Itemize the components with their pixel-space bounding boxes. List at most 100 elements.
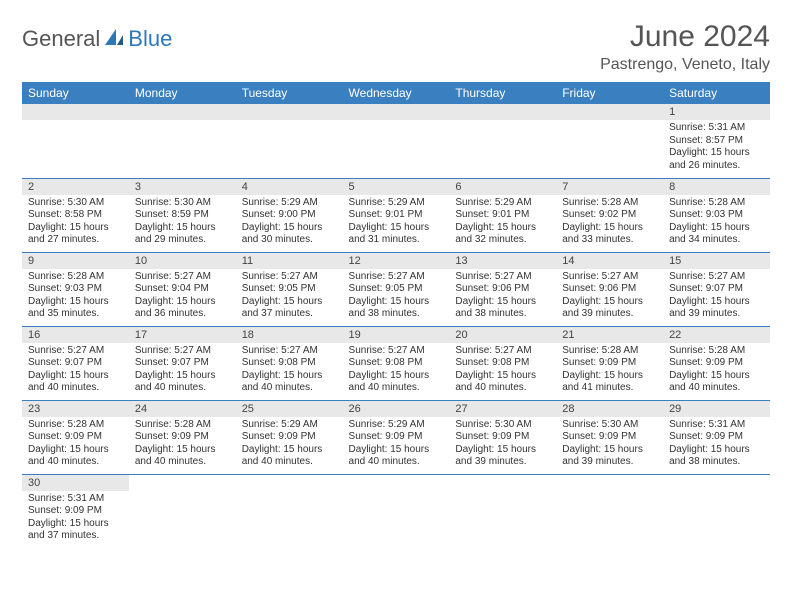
daylight-line: Daylight: 15 hours and 29 minutes. — [135, 222, 230, 247]
sunrise-line: Sunrise: 5:28 AM — [562, 345, 657, 358]
calendar-day-cell — [343, 104, 450, 178]
calendar-week-row: 1 Sunrise: 5:31 AMSunset: 8:57 PMDaylight… — [22, 104, 770, 178]
daylight-line: Daylight: 15 hours and 38 minutes. — [349, 296, 444, 321]
day-number: 18 — [236, 327, 343, 343]
month-title: June 2024 — [600, 20, 770, 54]
daylight-line: Daylight: 15 hours and 40 minutes. — [349, 444, 444, 469]
calendar-day-cell: 24Sunrise: 5:28 AMSunset: 9:09 PMDayligh… — [129, 400, 236, 474]
calendar-day-cell: 11Sunrise: 5:27 AMSunset: 9:05 PMDayligh… — [236, 252, 343, 326]
sunset-line: Sunset: 9:09 PM — [242, 431, 337, 444]
calendar-week-row: 16Sunrise: 5:27 AMSunset: 9:07 PMDayligh… — [22, 326, 770, 400]
title-block: June 2024 Pastrengo, Veneto, Italy — [600, 20, 770, 74]
sunset-line: Sunset: 9:09 PM — [28, 505, 123, 518]
sunset-line: Sunset: 9:03 PM — [669, 209, 764, 222]
day-number: 17 — [129, 327, 236, 343]
sunrise-line: Sunrise: 5:31 AM — [669, 122, 764, 135]
sunrise-line: Sunrise: 5:31 AM — [669, 419, 764, 432]
day-number: 12 — [343, 253, 450, 269]
day-number: 11 — [236, 253, 343, 269]
day-number: 26 — [343, 401, 450, 417]
day-number: 13 — [449, 253, 556, 269]
sunrise-line: Sunrise: 5:28 AM — [669, 197, 764, 210]
sunset-line: Sunset: 9:08 PM — [349, 357, 444, 370]
day-details: Sunrise: 5:27 AMSunset: 9:07 PMDaylight:… — [22, 343, 129, 399]
day-details: Sunrise: 5:27 AMSunset: 9:08 PMDaylight:… — [236, 343, 343, 399]
sunset-line: Sunset: 9:01 PM — [349, 209, 444, 222]
sunset-line: Sunset: 9:02 PM — [562, 209, 657, 222]
sunset-line: Sunset: 9:09 PM — [349, 431, 444, 444]
day-details: Sunrise: 5:27 AMSunset: 9:08 PMDaylight:… — [449, 343, 556, 399]
day-number: 30 — [22, 475, 129, 491]
daylight-line: Daylight: 15 hours and 26 minutes. — [669, 147, 764, 172]
sunrise-line: Sunrise: 5:28 AM — [28, 271, 123, 284]
day-details: Sunrise: 5:27 AMSunset: 9:07 PMDaylight:… — [129, 343, 236, 399]
calendar-day-cell: 7Sunrise: 5:28 AMSunset: 9:02 PMDaylight… — [556, 178, 663, 252]
sunset-line: Sunset: 9:08 PM — [455, 357, 550, 370]
daylight-line: Daylight: 15 hours and 40 minutes. — [669, 370, 764, 395]
weekday-header: Tuesday — [236, 82, 343, 104]
calendar-day-cell: 5Sunrise: 5:29 AMSunset: 9:01 PMDaylight… — [343, 178, 450, 252]
sunrise-line: Sunrise: 5:28 AM — [669, 345, 764, 358]
day-details: Sunrise: 5:31 AMSunset: 9:09 PMDaylight:… — [22, 491, 129, 547]
empty-day-num — [343, 104, 450, 120]
sunset-line: Sunset: 9:07 PM — [135, 357, 230, 370]
sunrise-line: Sunrise: 5:27 AM — [242, 271, 337, 284]
day-details: Sunrise: 5:28 AMSunset: 9:09 PMDaylight:… — [129, 417, 236, 473]
sunset-line: Sunset: 9:03 PM — [28, 283, 123, 296]
sunset-line: Sunset: 9:08 PM — [242, 357, 337, 370]
calendar-day-cell: 16Sunrise: 5:27 AMSunset: 9:07 PMDayligh… — [22, 326, 129, 400]
weekday-header: Thursday — [449, 82, 556, 104]
calendar-day-cell — [129, 474, 236, 548]
daylight-line: Daylight: 15 hours and 36 minutes. — [135, 296, 230, 321]
daylight-line: Daylight: 15 hours and 35 minutes. — [28, 296, 123, 321]
sunset-line: Sunset: 9:04 PM — [135, 283, 230, 296]
sunset-line: Sunset: 9:09 PM — [28, 431, 123, 444]
day-number: 1 — [663, 104, 770, 120]
logo: General Blue — [22, 26, 172, 52]
calendar-week-row: 23Sunrise: 5:28 AMSunset: 9:09 PMDayligh… — [22, 400, 770, 474]
day-number: 3 — [129, 179, 236, 195]
day-number: 25 — [236, 401, 343, 417]
weekday-header: Friday — [556, 82, 663, 104]
sunset-line: Sunset: 9:07 PM — [669, 283, 764, 296]
day-details: Sunrise: 5:27 AMSunset: 9:06 PMDaylight:… — [449, 269, 556, 325]
daylight-line: Daylight: 15 hours and 40 minutes. — [28, 370, 123, 395]
day-number: 22 — [663, 327, 770, 343]
calendar-day-cell: 2Sunrise: 5:30 AMSunset: 8:58 PMDaylight… — [22, 178, 129, 252]
calendar-day-cell: 18Sunrise: 5:27 AMSunset: 9:08 PMDayligh… — [236, 326, 343, 400]
day-details: Sunrise: 5:28 AMSunset: 9:09 PMDaylight:… — [663, 343, 770, 399]
sunrise-line: Sunrise: 5:27 AM — [455, 271, 550, 284]
day-number: 21 — [556, 327, 663, 343]
sunset-line: Sunset: 9:09 PM — [669, 431, 764, 444]
sunset-line: Sunset: 8:57 PM — [669, 135, 764, 148]
sunrise-line: Sunrise: 5:29 AM — [349, 419, 444, 432]
calendar-day-cell: 20Sunrise: 5:27 AMSunset: 9:08 PMDayligh… — [449, 326, 556, 400]
daylight-line: Daylight: 15 hours and 40 minutes. — [135, 370, 230, 395]
calendar-day-cell — [236, 104, 343, 178]
calendar-day-cell: 21Sunrise: 5:28 AMSunset: 9:09 PMDayligh… — [556, 326, 663, 400]
calendar-day-cell: 13Sunrise: 5:27 AMSunset: 9:06 PMDayligh… — [449, 252, 556, 326]
sunrise-line: Sunrise: 5:27 AM — [349, 345, 444, 358]
sunrise-line: Sunrise: 5:30 AM — [28, 197, 123, 210]
logo-text-blue: Blue — [128, 26, 172, 52]
calendar-day-cell: 30Sunrise: 5:31 AMSunset: 9:09 PMDayligh… — [22, 474, 129, 548]
day-details: Sunrise: 5:29 AMSunset: 9:01 PMDaylight:… — [449, 195, 556, 251]
day-details: Sunrise: 5:29 AMSunset: 9:09 PMDaylight:… — [343, 417, 450, 473]
day-details: Sunrise: 5:27 AMSunset: 9:07 PMDaylight:… — [663, 269, 770, 325]
daylight-line: Daylight: 15 hours and 27 minutes. — [28, 222, 123, 247]
sunset-line: Sunset: 9:07 PM — [28, 357, 123, 370]
day-number: 10 — [129, 253, 236, 269]
daylight-line: Daylight: 15 hours and 40 minutes. — [242, 444, 337, 469]
daylight-line: Daylight: 15 hours and 30 minutes. — [242, 222, 337, 247]
calendar-day-cell: 19Sunrise: 5:27 AMSunset: 9:08 PMDayligh… — [343, 326, 450, 400]
daylight-line: Daylight: 15 hours and 40 minutes. — [135, 444, 230, 469]
day-details: Sunrise: 5:30 AMSunset: 8:58 PMDaylight:… — [22, 195, 129, 251]
daylight-line: Daylight: 15 hours and 38 minutes. — [455, 296, 550, 321]
daylight-line: Daylight: 15 hours and 37 minutes. — [28, 518, 123, 543]
daylight-line: Daylight: 15 hours and 39 minutes. — [562, 444, 657, 469]
calendar-week-row: 30Sunrise: 5:31 AMSunset: 9:09 PMDayligh… — [22, 474, 770, 548]
calendar-day-cell: 8Sunrise: 5:28 AMSunset: 9:03 PMDaylight… — [663, 178, 770, 252]
day-details: Sunrise: 5:29 AMSunset: 9:09 PMDaylight:… — [236, 417, 343, 473]
logo-text-general: General — [22, 26, 100, 52]
calendar-day-cell — [129, 104, 236, 178]
